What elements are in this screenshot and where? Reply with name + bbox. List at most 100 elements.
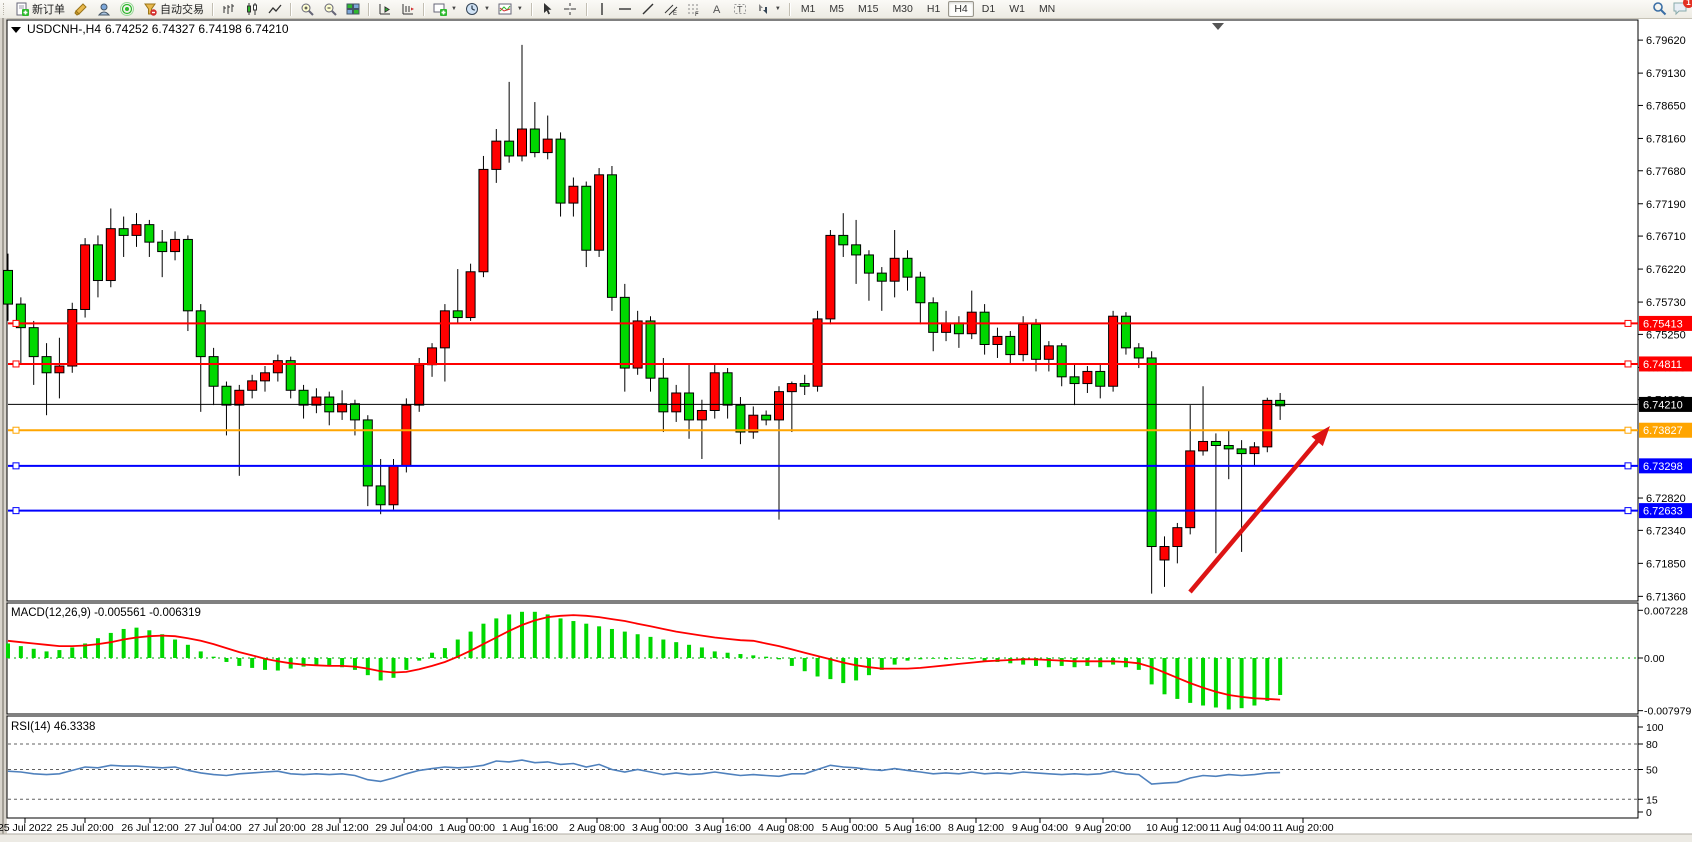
- new-order-button[interactable]: 新订单: [10, 1, 69, 17]
- candle: [1185, 450, 1196, 529]
- macd-bar: [712, 651, 717, 658]
- candle: [722, 372, 733, 406]
- line-marker[interactable]: [1624, 507, 1632, 515]
- vertical-line-button[interactable]: [591, 1, 614, 17]
- candle: [761, 414, 772, 421]
- macd-bar: [173, 639, 178, 658]
- macd-signal-line: [7, 614, 1281, 701]
- macd-bar: [327, 658, 332, 666]
- template-button[interactable]: ▼: [494, 1, 527, 17]
- line-marker[interactable]: [12, 426, 20, 434]
- bar-chart-button[interactable]: [217, 1, 240, 17]
- crosshair-button[interactable]: [559, 1, 582, 17]
- rsi-label: RSI(14) 46.3338: [11, 721, 95, 733]
- new-chart-button[interactable]: ▼: [428, 1, 461, 17]
- auto-trading-button[interactable]: 自动交易: [138, 1, 208, 17]
- time-label: 28 Jul 12:00: [311, 822, 368, 834]
- trendline-button[interactable]: [637, 1, 660, 17]
- chart-shift-marker[interactable]: [1212, 23, 1224, 30]
- text-button[interactable]: A: [706, 1, 729, 17]
- timeframe-button-mn[interactable]: MN: [1038, 2, 1056, 15]
- candle: [272, 360, 283, 374]
- macd-bar: [301, 658, 306, 667]
- macd-bar: [622, 631, 627, 658]
- candle: [1018, 323, 1029, 356]
- candle: [92, 244, 103, 282]
- time-label: 3 Aug 00:00: [632, 822, 688, 834]
- macd-bar: [481, 623, 486, 658]
- line-chart-button[interactable]: [263, 1, 286, 17]
- price-tick-label: 6.71850: [1646, 558, 1686, 570]
- notifications-button[interactable]: 1: [1673, 0, 1692, 16]
- line-marker[interactable]: [1624, 360, 1632, 368]
- broadcast-button[interactable]: [115, 1, 138, 17]
- line-marker[interactable]: [12, 360, 20, 368]
- timeframe-button-m1[interactable]: M1: [800, 2, 816, 15]
- macd-bar: [108, 632, 113, 658]
- tile-windows-button[interactable]: [341, 1, 364, 17]
- macd-bar: [802, 658, 807, 672]
- line-marker[interactable]: [1624, 462, 1632, 470]
- channel-button[interactable]: E: [660, 1, 683, 17]
- horizontal-line-button[interactable]: [614, 1, 637, 17]
- timeframe-button-h1[interactable]: H1: [926, 2, 941, 15]
- candle: [1275, 399, 1286, 407]
- candle: [375, 485, 386, 506]
- macd-bar: [468, 631, 473, 658]
- candle: [439, 310, 450, 349]
- drawn-arrow-head[interactable]: [1311, 426, 1330, 447]
- candle: [465, 271, 476, 319]
- macd-bar: [83, 643, 88, 658]
- timeframe-button-h4[interactable]: H4: [948, 0, 974, 17]
- macd-bar: [18, 646, 23, 658]
- price-tick-label: 6.77190: [1646, 199, 1686, 211]
- macd-bar: [789, 658, 794, 666]
- fibonacci-button[interactable]: F: [683, 1, 706, 17]
- cursor-button[interactable]: [536, 1, 559, 17]
- line-marker[interactable]: [1624, 319, 1632, 327]
- zoom-out-button[interactable]: [318, 1, 341, 17]
- candle: [568, 185, 579, 204]
- profile-icon: [96, 2, 111, 17]
- timeframe-button-m30[interactable]: M30: [892, 2, 913, 15]
- timeframe-button-d1[interactable]: D1: [981, 2, 996, 15]
- tile-windows-icon: [345, 2, 360, 17]
- timeframe-button-m15[interactable]: M15: [858, 2, 879, 15]
- candle: [170, 238, 181, 253]
- candle: [812, 318, 823, 387]
- ticket-button[interactable]: [69, 1, 92, 17]
- macd-bar: [1226, 658, 1231, 710]
- dropdown-caret-icon: ▼: [451, 6, 457, 12]
- timeframe-button-m5[interactable]: M5: [829, 2, 844, 15]
- time-label: 1 Aug 00:00: [439, 822, 495, 834]
- auto-scroll-button[interactable]: [373, 1, 396, 17]
- symbol-dropdown-icon[interactable]: [11, 27, 21, 33]
- shapes-button[interactable]: ▼: [752, 1, 785, 17]
- rsi-tick-label: 0: [1646, 807, 1652, 819]
- macd-bar: [1213, 658, 1218, 708]
- macd-bar: [648, 636, 653, 658]
- price-badge-label: 6.74210: [1643, 399, 1683, 411]
- macd-bar: [584, 623, 589, 658]
- line-marker[interactable]: [12, 507, 20, 515]
- candlestick-chart-button[interactable]: [240, 1, 263, 17]
- candle: [1236, 448, 1247, 455]
- chart-shift-button[interactable]: [396, 1, 419, 17]
- drawn-arrow[interactable]: [1188, 432, 1326, 594]
- dropdown-caret-icon: ▼: [483, 6, 490, 12]
- line-marker[interactable]: [12, 319, 20, 327]
- line-marker[interactable]: [1624, 426, 1632, 434]
- macd-bar: [956, 658, 961, 659]
- line-marker[interactable]: [12, 462, 20, 470]
- label-button[interactable]: T: [729, 1, 752, 17]
- price-badge-label: 6.73298: [1643, 461, 1683, 473]
- candle: [748, 414, 759, 433]
- search-icon[interactable]: [1652, 1, 1667, 16]
- zoom-in-button[interactable]: [295, 1, 318, 17]
- timeframe-button-w1[interactable]: W1: [1009, 2, 1025, 15]
- profile-button[interactable]: [92, 1, 115, 17]
- macd-bar: [918, 658, 923, 660]
- period-button[interactable]: ▼: [461, 1, 494, 17]
